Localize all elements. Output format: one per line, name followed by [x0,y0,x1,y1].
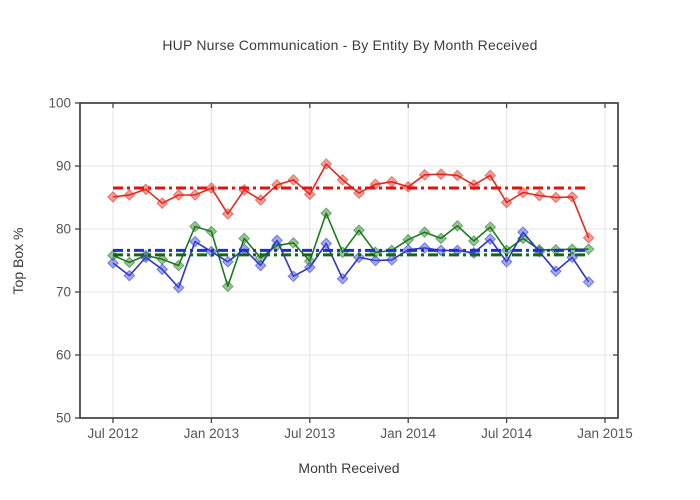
red-data-point [500,196,513,209]
blue-data-point [172,281,185,294]
blue-data-point [484,233,497,245]
green-data-point [123,256,136,269]
red-data-point [353,187,365,199]
axis-ticks [75,102,618,423]
green-data-point [582,243,595,256]
red-data-point [418,168,431,181]
blue-data-point [303,261,316,274]
red-data-point [369,178,382,191]
chart-title: HUP Nurse Communication - By Entity By M… [162,37,538,53]
blue-data-point [500,255,513,268]
x-tick-label: Jul 2012 [87,426,138,441]
blue-data-point [435,244,447,257]
y-tick-label: 60 [56,348,71,363]
x-tick-label: Jan 2014 [380,426,436,441]
green-data-point [320,207,333,220]
green-data-point [287,236,300,249]
x-tick-label: Jan 2015 [577,426,633,441]
green-data-point [205,225,218,238]
red-data-point [123,189,136,201]
red-data-point [549,191,562,204]
y-tick-label: 100 [48,96,71,111]
red-markers [107,158,595,244]
red-data-point [238,184,251,196]
blue-data-point [369,254,382,267]
y-tick-label: 70 [56,285,71,300]
red-data-point [221,207,234,220]
red-data-point [320,158,333,171]
green-data-point [353,224,365,237]
tick-labels: 50 60 70 80 90 100 Jul 2012 Jan 2013 Jul 2013 Jan… [48,96,632,442]
blue-data-point [336,272,349,285]
blue-data-point [271,234,283,247]
green-data-point [435,232,447,245]
red-data-point [533,189,546,202]
blue-data-point [254,259,267,272]
green-data-point [484,221,497,234]
x-tick-label: Jan 2013 [184,426,240,441]
red-data-point [451,169,464,182]
blue-data-point [123,269,136,282]
x-axis-title: Month Received [298,460,400,476]
red-data-point [107,190,119,203]
blue-data-point [517,226,529,239]
red-data-point [189,189,201,201]
red-data-point [385,175,398,188]
red-data-point [336,173,349,186]
blue-data-point [156,263,169,276]
red-data-point [435,168,447,181]
red-series [107,158,595,244]
y-tick-label: 90 [56,159,71,174]
red-data-point [517,186,529,199]
green-data-point [402,233,415,246]
blue-data-point [385,253,398,266]
red-data-point [582,231,595,244]
red-data-point [566,190,579,203]
y-tick-label: 50 [56,411,71,426]
blue-data-point [189,235,201,248]
red-data-point [254,194,267,206]
red-data-point [303,188,316,201]
red-data-point [484,169,497,182]
blue-data-point [582,276,595,288]
y-tick-label: 80 [56,222,71,237]
green-data-point [467,235,480,247]
blue-data-point [549,265,562,278]
blue-data-point [353,251,365,264]
x-tick-label: Jul 2014 [481,426,533,441]
blue-data-point [107,257,119,269]
green-data-point [189,220,201,233]
red-data-point [156,197,169,210]
x-tick-label: Jul 2013 [284,426,335,441]
green-data-point [221,280,234,293]
red-data-point [287,173,300,186]
blue-data-point [320,237,333,250]
plot-border [79,102,619,419]
red-line [112,163,590,239]
green-data-point [172,259,185,272]
green-data-point [451,219,464,232]
red-data-point [172,189,185,201]
blue-data-point [287,270,300,283]
green-data-point [418,226,431,239]
blue-data-point [221,255,234,268]
